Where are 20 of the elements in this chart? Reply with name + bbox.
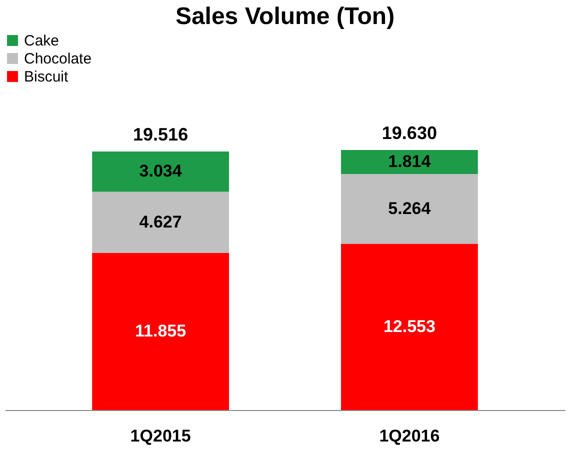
legend-label: Biscuit bbox=[24, 68, 70, 86]
x-tick-label: 1Q2015 bbox=[130, 426, 191, 446]
data-label: 5.264 bbox=[388, 198, 432, 218]
data-label: 1.814 bbox=[388, 152, 432, 172]
total-label: 19.630 bbox=[382, 123, 437, 143]
chart-title: Sales Volume (Ton) bbox=[175, 3, 395, 30]
x-tick-label: 1Q2016 bbox=[379, 426, 440, 446]
legend-label: Cake bbox=[24, 32, 60, 50]
bar bbox=[341, 244, 478, 410]
data-label: 3.034 bbox=[139, 162, 182, 181]
bar bbox=[92, 192, 229, 253]
bar bbox=[92, 252, 229, 410]
data-label: 12.553 bbox=[383, 316, 436, 336]
data-label: 11.855 bbox=[135, 321, 186, 340]
bar bbox=[341, 150, 478, 174]
total-label: 19.516 bbox=[133, 124, 188, 145]
legend-label: Chocolate bbox=[24, 50, 92, 68]
data-label: 4.627 bbox=[139, 212, 182, 232]
bar bbox=[341, 174, 478, 244]
bar bbox=[92, 152, 229, 192]
